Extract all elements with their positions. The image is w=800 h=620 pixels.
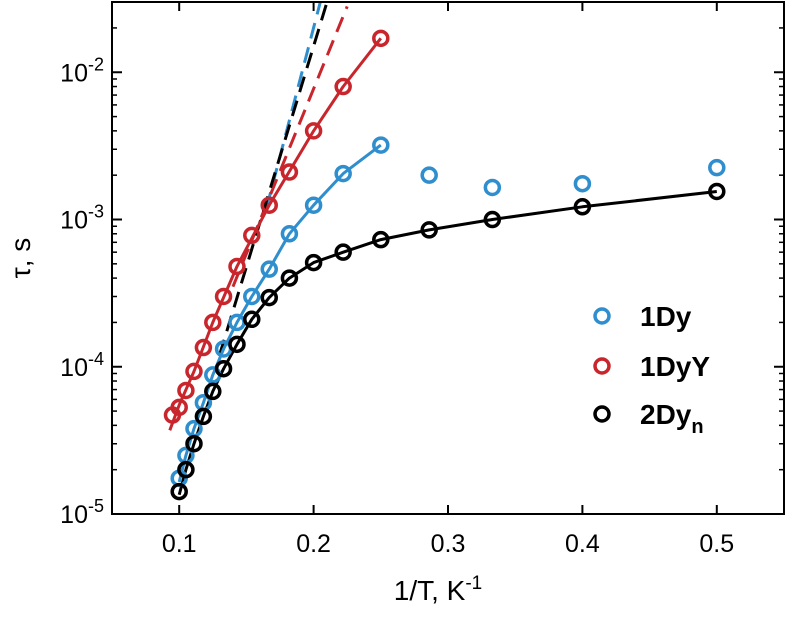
data-point-1dyy <box>170 398 188 417</box>
data-point-2dyn <box>177 460 195 479</box>
y-tick-label: 10-4 <box>60 349 104 382</box>
data-point-1dyy <box>304 122 323 140</box>
legend-marker-1dy <box>593 307 611 325</box>
x-tick-label: 0.4 <box>565 530 600 558</box>
data-point-2dyn <box>573 198 592 216</box>
legend: 1Dy 1DyY 2Dyn <box>593 301 710 438</box>
y-axis-label: τ, s <box>5 238 36 279</box>
data-point-2dyn <box>304 253 323 272</box>
data-point-2dyn <box>204 382 222 401</box>
axis-ticks: 0.1 0.2 0.3 0.4 0.5 10-5 10-4 10-3 10-2 <box>60 2 784 558</box>
y-tick-label: 10-5 <box>60 496 104 529</box>
data-point-2dyn <box>420 221 438 239</box>
data-point-1dyy <box>228 257 246 276</box>
legend-label-1dy: 1Dy <box>640 301 692 332</box>
data-point-2dyn <box>483 210 502 229</box>
data-point-2dyn <box>170 482 188 501</box>
x-axis-label-superscript: -1 <box>465 573 482 594</box>
data-point-1dy <box>372 136 390 154</box>
dashed-line-2dyn <box>218 2 329 356</box>
fit-lines <box>168 37 717 496</box>
legend-marker-2dyn <box>593 405 611 423</box>
plot-frame <box>111 1 785 515</box>
data-point-2dyn <box>243 310 261 329</box>
data-point-1dy <box>334 164 352 183</box>
data-points <box>163 29 726 501</box>
data-point-2dyn <box>280 269 299 287</box>
data-point-2dyn <box>260 288 278 307</box>
data-point-1dy <box>420 166 438 184</box>
data-point-2dyn <box>708 182 726 201</box>
x-tick-label: 0.1 <box>162 530 197 558</box>
data-point-1dyy <box>334 77 352 96</box>
x-tick-label: 0.5 <box>699 530 734 558</box>
data-point-1dyy <box>243 226 261 245</box>
legend-marker-1dyy <box>593 357 611 375</box>
data-point-2dyn <box>214 359 233 378</box>
data-point-2dyn <box>334 243 352 261</box>
data-point-2dyn <box>228 335 246 354</box>
fit-line-1dy <box>177 143 382 483</box>
data-point-1dy <box>243 287 261 306</box>
data-point-1dy <box>304 196 323 214</box>
y-tick-label: 10-3 <box>60 202 104 235</box>
legend-label-2dyn: 2Dyn <box>640 399 704 438</box>
fit-line-1dyy <box>168 37 382 431</box>
data-point-1dyy <box>214 287 233 306</box>
data-point-1dyy <box>280 163 299 181</box>
data-point-1dy <box>260 260 278 278</box>
x-tick-label: 0.2 <box>296 530 331 558</box>
x-axis-label: 1/T, K-1 <box>394 573 483 606</box>
data-point-2dyn <box>372 230 390 249</box>
data-point-1dyy <box>372 29 390 48</box>
data-point-1dyy <box>177 381 195 400</box>
data-point-2dyn <box>194 407 213 426</box>
data-point-1dy <box>708 158 726 177</box>
dashed-fit-lines <box>218 2 349 356</box>
data-point-1dyy <box>204 313 222 332</box>
data-point-2dyn <box>185 434 203 453</box>
data-point-1dyy <box>185 362 203 381</box>
x-tick-label: 0.3 <box>431 530 466 558</box>
data-point-1dy <box>573 174 592 193</box>
data-point-1dy <box>483 178 502 197</box>
data-point-1dyy <box>260 196 278 214</box>
y-tick-label: 10-2 <box>60 54 104 87</box>
legend-label-1dyy: 1DyY <box>640 351 710 382</box>
data-point-1dyy <box>194 338 213 357</box>
data-point-1dy <box>280 225 299 243</box>
